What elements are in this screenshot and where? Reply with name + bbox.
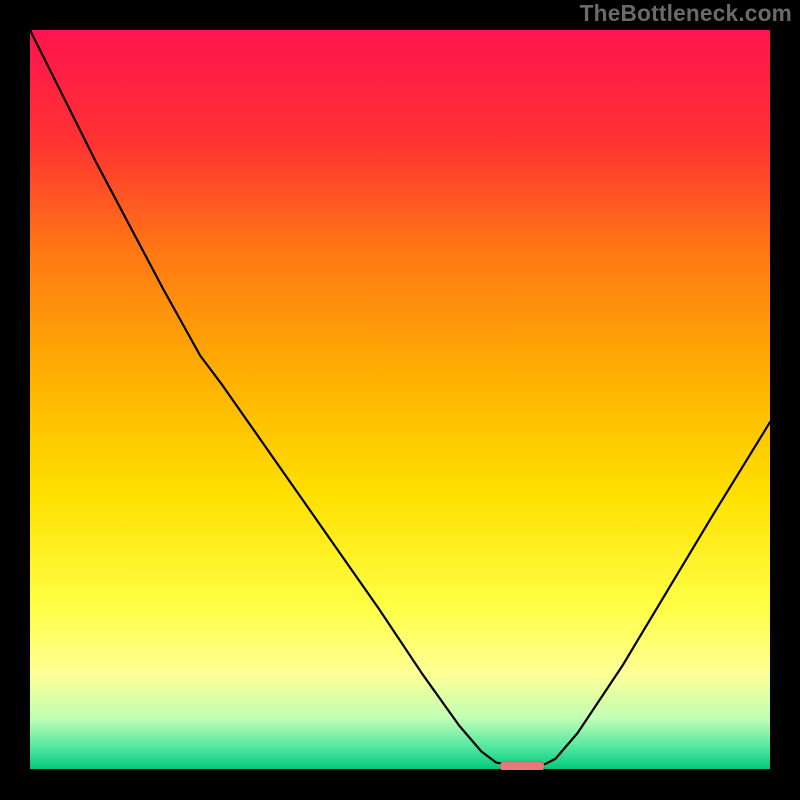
gradient-rect — [30, 30, 770, 770]
chart-frame: TheBottleneck.com — [0, 0, 800, 800]
plot-area — [30, 30, 770, 770]
plot-svg — [30, 30, 770, 770]
optimal-marker — [500, 761, 544, 770]
watermark-text: TheBottleneck.com — [580, 0, 792, 27]
